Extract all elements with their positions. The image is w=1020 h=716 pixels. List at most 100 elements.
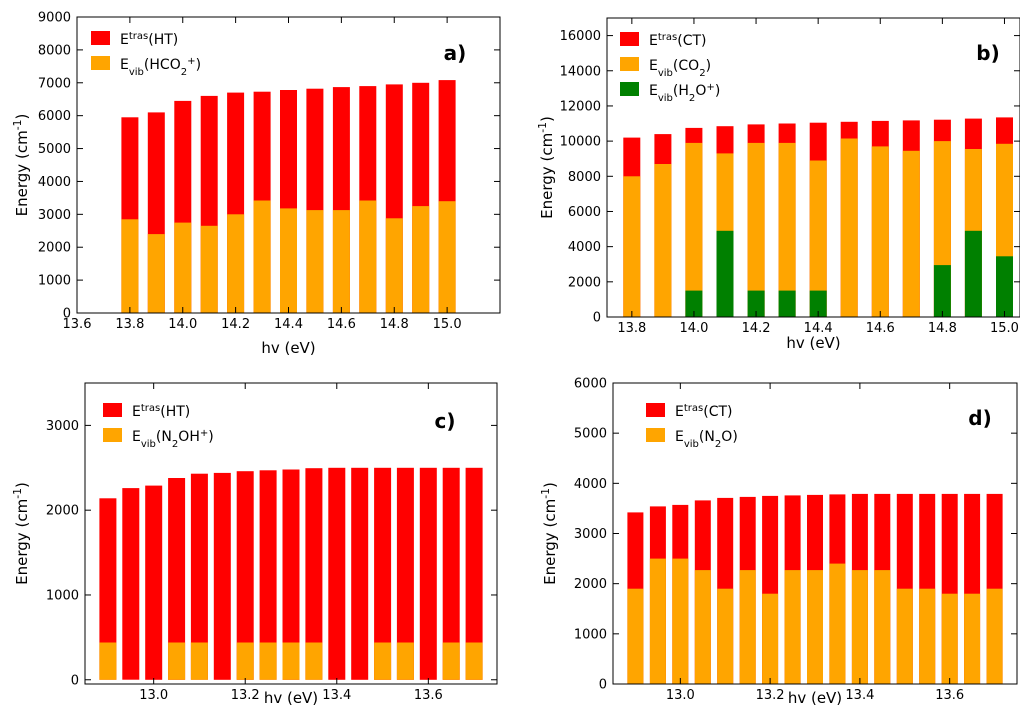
bar <box>122 488 140 680</box>
x-axis: 13.0 13.2 13.4 13.6 <box>139 383 443 703</box>
y-tick-label: 10000 <box>560 135 601 150</box>
bar <box>253 200 271 313</box>
x-axis: 13.6 13.8 14.0 14.2 14.4 14.6 14.8 15.0 <box>63 17 462 332</box>
bar <box>465 642 483 680</box>
x-axis-label: hv (eV) <box>788 689 842 707</box>
x-axis: 13.8 14.0 14.2 14.4 14.6 14.8 15.0 <box>617 18 1019 336</box>
legend-label-rest: (CT) <box>703 404 732 420</box>
x-tick-label: 13.8 <box>617 321 646 336</box>
y-tick-label: 2000 <box>568 275 601 290</box>
bar <box>412 206 430 313</box>
y-tick-label: 0 <box>71 673 79 688</box>
bar <box>902 150 920 317</box>
bar <box>99 642 117 680</box>
legend-label: Evib(H2O+) <box>649 82 720 104</box>
bar <box>385 218 403 313</box>
y-tick-label: 2000 <box>46 504 79 519</box>
bar <box>280 208 297 313</box>
x-tick-label: 14.2 <box>742 321 771 336</box>
y-axis-label: Energy (cm-1) <box>536 116 557 219</box>
bar <box>807 570 823 684</box>
panel-label: a) <box>444 41 467 65</box>
bar <box>778 142 796 317</box>
bar <box>259 470 277 680</box>
bar <box>359 200 377 313</box>
series-0 <box>99 467 483 680</box>
bar <box>933 265 951 317</box>
bar <box>964 593 981 684</box>
bar <box>829 563 846 684</box>
bar <box>778 290 796 317</box>
plot-frame <box>84 382 498 685</box>
bar <box>396 642 414 680</box>
bar <box>896 588 913 684</box>
y-tick-label: 4000 <box>38 175 71 190</box>
legend-swatch <box>646 403 665 417</box>
bar <box>168 642 186 680</box>
legend-swatch <box>620 32 639 46</box>
bar <box>809 290 827 317</box>
bar <box>986 588 1003 684</box>
bar <box>685 142 703 317</box>
legend-label-rest: (CO2) <box>673 58 711 79</box>
legend: Etras(CT) Evib(N2O) <box>646 403 738 450</box>
y-tick-label: 5000 <box>574 427 607 442</box>
panel-b: 0 2000 4000 6000 8000 10000 12000 14000 16000 13.… <box>536 17 1020 352</box>
x-tick-label: 13.4 <box>845 688 874 703</box>
legend-swatch <box>620 82 639 96</box>
bar <box>305 642 323 680</box>
legend-label: Etras(CT) <box>675 403 733 421</box>
legend-swatch <box>103 403 122 417</box>
legend-label-rest: (HCO2+) <box>144 56 201 78</box>
bar <box>328 467 346 680</box>
legend: Etras(HT) Evib(HCO2+) <box>91 31 201 78</box>
series-1 <box>121 200 456 313</box>
y-tick-label: 0 <box>593 311 601 326</box>
y-axis: 0 1000 2000 3000 4000 5000 6000 <box>574 377 1017 693</box>
legend-label-rest: (HT) <box>148 32 178 48</box>
x-tick-label: 15.0 <box>990 321 1019 336</box>
panel-c: 0 1000 2000 3000 13.0 13.2 13.4 13.6 hv (eV) Ener… <box>11 382 498 707</box>
y-tick-label: 14000 <box>560 64 601 79</box>
legend-label: Etras(HT) <box>120 31 178 49</box>
x-tick-label: 14.8 <box>928 321 957 336</box>
y-tick-label: 8000 <box>38 43 71 58</box>
x-tick-label: 13.0 <box>139 688 168 703</box>
y-tick-label: 2000 <box>38 241 71 256</box>
legend-swatch <box>620 57 639 71</box>
y-axis: 0 1000 2000 3000 <box>46 419 497 688</box>
bar <box>174 222 192 313</box>
y-axis: 0 2000 4000 6000 8000 10000 12000 14000 16000 <box>560 29 1020 326</box>
series-2 <box>685 230 1013 317</box>
series-1 <box>623 138 1013 317</box>
bar <box>236 471 254 680</box>
x-tick-label: 14.4 <box>804 321 833 336</box>
y-tick-label: 1000 <box>46 588 79 603</box>
panel-label: c) <box>435 409 456 433</box>
legend-swatch <box>103 428 122 442</box>
legend-label-rest: (N2OH+) <box>156 428 214 450</box>
bar <box>374 467 392 680</box>
panel-label: d) <box>968 406 991 430</box>
y-tick-label: 6000 <box>568 205 601 220</box>
bar <box>200 225 218 313</box>
y-tick-label: 5000 <box>38 142 71 157</box>
x-tick-label: 14.4 <box>274 317 303 332</box>
y-axis-label: Energy (cm-1) <box>11 482 32 585</box>
y-tick-label: 3000 <box>46 419 79 434</box>
bar <box>121 219 139 313</box>
x-tick-label: 13.6 <box>63 317 92 332</box>
y-tick-label: 2000 <box>574 577 607 592</box>
bar <box>332 210 350 313</box>
bar <box>190 473 208 680</box>
panel-label: b) <box>976 41 999 65</box>
bar <box>396 467 414 680</box>
bar <box>168 478 186 680</box>
x-tick-label: 13.8 <box>115 317 144 332</box>
x-axis-label: hv (eV) <box>261 339 315 357</box>
bar <box>716 230 734 317</box>
bar <box>442 642 460 680</box>
bar <box>809 160 827 317</box>
y-tick-label: 3000 <box>38 208 71 223</box>
